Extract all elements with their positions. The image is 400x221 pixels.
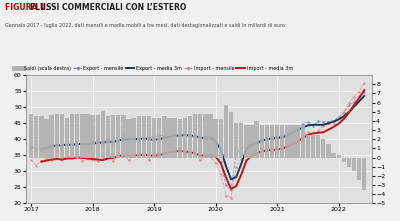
Bar: [183, 118, 187, 158]
Bar: [54, 114, 59, 158]
Bar: [193, 114, 197, 158]
Text: FLUSSI COMMERCIALI CON L’ESTERO: FLUSSI COMMERCIALI CON L’ESTERO: [30, 3, 186, 12]
Text: FIGURA 1.: FIGURA 1.: [5, 3, 48, 12]
Bar: [70, 114, 74, 158]
Bar: [178, 119, 182, 158]
Bar: [50, 114, 54, 158]
Bar: [198, 114, 202, 158]
Bar: [301, 126, 305, 158]
Bar: [39, 116, 44, 158]
Bar: [336, 155, 341, 158]
Bar: [249, 126, 254, 158]
Bar: [132, 118, 136, 158]
Bar: [224, 105, 228, 158]
Bar: [316, 135, 320, 158]
Bar: [111, 115, 115, 158]
Bar: [80, 114, 84, 158]
Bar: [357, 158, 361, 180]
Bar: [331, 153, 336, 158]
Bar: [311, 135, 315, 158]
Bar: [326, 144, 331, 158]
Bar: [260, 126, 264, 158]
Bar: [75, 114, 80, 158]
Bar: [136, 116, 141, 158]
Bar: [121, 115, 126, 158]
Bar: [147, 116, 151, 158]
Bar: [60, 114, 64, 158]
Bar: [106, 116, 110, 158]
Bar: [152, 118, 156, 158]
Bar: [167, 118, 172, 158]
Bar: [65, 118, 69, 158]
Bar: [126, 119, 131, 158]
Bar: [362, 158, 366, 190]
Bar: [208, 114, 213, 158]
Bar: [321, 139, 326, 158]
Bar: [116, 115, 120, 158]
Bar: [285, 126, 290, 158]
Bar: [29, 114, 33, 158]
Bar: [172, 118, 177, 158]
Bar: [296, 126, 300, 158]
Bar: [96, 114, 100, 158]
Bar: [162, 116, 166, 158]
Bar: [142, 116, 146, 158]
Legend: Saldi (scala destra), Export - mensile, Export - media 3m, Import - mensile, Imp: Saldi (scala destra), Export - mensile, …: [12, 64, 295, 72]
Bar: [234, 123, 238, 158]
Bar: [239, 123, 244, 158]
Bar: [352, 158, 356, 171]
Bar: [275, 126, 279, 158]
Bar: [44, 119, 49, 158]
Bar: [265, 126, 269, 158]
Bar: [90, 114, 95, 158]
Bar: [203, 114, 208, 158]
Bar: [306, 135, 310, 158]
Bar: [214, 119, 218, 158]
Bar: [101, 111, 105, 158]
Bar: [280, 126, 284, 158]
Bar: [229, 112, 233, 158]
Bar: [34, 116, 38, 158]
Bar: [85, 114, 90, 158]
Bar: [290, 126, 295, 158]
Bar: [342, 158, 346, 162]
Bar: [244, 126, 248, 158]
Bar: [254, 121, 259, 158]
Bar: [188, 116, 192, 158]
Bar: [270, 126, 274, 158]
Text: Gennaio 2017 - luglio 2022, dati mensili e medie mobili a tre mesi, dati destagi: Gennaio 2017 - luglio 2022, dati mensili…: [5, 23, 285, 28]
Bar: [157, 118, 162, 158]
Bar: [347, 158, 351, 167]
Bar: [219, 119, 223, 158]
